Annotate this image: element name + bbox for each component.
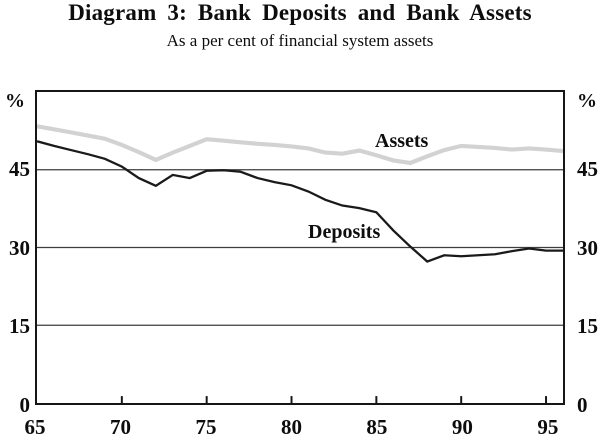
chart-title: Diagram 3: Bank Deposits and Bank Assets [68, 0, 532, 25]
y-axis-label-left-45: 45 [9, 156, 30, 181]
x-axis-label-80: 80 [280, 415, 302, 439]
y-axis-unit-right: % [577, 90, 597, 112]
series-label-deposits: Deposits [308, 221, 381, 243]
x-axis-label-65: 65 [24, 415, 46, 439]
x-axis-label-85: 85 [366, 415, 388, 439]
y-axis-unit-left: % [5, 90, 25, 112]
x-axis-label-90: 90 [451, 415, 473, 439]
y-axis-label-left-15: 15 [9, 314, 30, 339]
series-line-assets [37, 124, 563, 166]
line-chart-svg [37, 124, 563, 403]
x-axis-label-70: 70 [109, 415, 131, 439]
y-axis-label-left-30: 30 [9, 235, 30, 260]
x-axis-label-95: 95 [537, 415, 559, 439]
y-axis-label-right-0: 0 [577, 393, 588, 417]
series-label-assets: Assets [375, 130, 429, 152]
x-axis-label-75: 75 [195, 415, 217, 439]
chart-subtitle: As a per cent of financial system assets [166, 31, 434, 50]
y-axis-label-right-15: 15 [577, 314, 598, 339]
y-axis-label-left-0: 0 [19, 393, 31, 417]
y-axis-label-right-45: 45 [577, 156, 598, 181]
plot-frame: Assets Deposits [35, 90, 565, 405]
y-axis-label-right-30: 30 [577, 235, 598, 260]
series-line-deposits [37, 140, 563, 263]
